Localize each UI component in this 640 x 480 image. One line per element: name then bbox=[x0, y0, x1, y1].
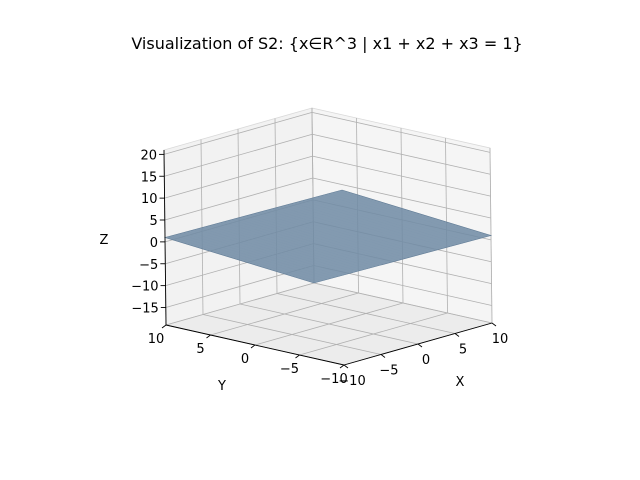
plane-mesh-line bbox=[284, 205, 434, 252]
chart-title: Visualization of S2: {x∈R^3 | x1 + x2 + … bbox=[131, 34, 522, 53]
z-tick-label: 5 bbox=[150, 214, 158, 229]
x-tick bbox=[417, 343, 423, 348]
plane-mesh-line bbox=[200, 227, 350, 274]
gridline-z-back bbox=[164, 155, 313, 199]
plane-mesh-line bbox=[266, 209, 416, 256]
plane-mesh-line bbox=[319, 195, 469, 242]
plane-mesh-line bbox=[187, 231, 337, 278]
z-axis-line bbox=[163, 149, 167, 326]
z-tick-label: 20 bbox=[141, 148, 158, 163]
axis-lines bbox=[159, 149, 497, 369]
plane-mesh-line bbox=[169, 236, 319, 283]
plane-mesh-line bbox=[302, 200, 452, 247]
x-tick bbox=[343, 364, 349, 369]
y-tick-label: −5 bbox=[280, 362, 299, 377]
y-tick bbox=[161, 324, 167, 329]
plane-mesh-line bbox=[328, 193, 478, 240]
plane-mesh-line bbox=[297, 201, 447, 248]
plane-mesh-line bbox=[226, 220, 377, 267]
plane-mesh-line bbox=[235, 218, 385, 265]
plane-mesh-line bbox=[324, 194, 474, 241]
x-tick-label: −5 bbox=[379, 364, 398, 379]
z-tick-label: 15 bbox=[141, 170, 158, 185]
y-axis-label: Y bbox=[217, 379, 226, 394]
y-tick bbox=[295, 354, 300, 359]
z-tick-label: −15 bbox=[131, 302, 158, 317]
z-tick-label: −10 bbox=[131, 280, 158, 295]
plane-mesh-line bbox=[275, 207, 425, 254]
plane-mesh-line bbox=[191, 230, 341, 277]
plane-mesh-line bbox=[178, 233, 328, 280]
x-tick bbox=[380, 354, 386, 358]
y-tick-label: 10 bbox=[148, 332, 165, 347]
plane-mesh-line bbox=[279, 206, 430, 253]
z-axis-label: Z bbox=[100, 233, 109, 248]
plane-mesh-line bbox=[218, 223, 368, 269]
x-tick-label: −10 bbox=[338, 374, 365, 389]
y-tick-label: 5 bbox=[196, 342, 204, 357]
gridline-x-back bbox=[237, 128, 241, 305]
gridline-x-back bbox=[200, 139, 204, 315]
plane-mesh-line bbox=[249, 214, 399, 261]
x-tick-label: 0 bbox=[422, 353, 430, 368]
x-tick-label: 5 bbox=[459, 343, 467, 358]
gridline-z-side bbox=[312, 133, 491, 175]
plane-mesh-line bbox=[315, 196, 465, 243]
plane-mesh-line bbox=[195, 228, 346, 275]
gridline-z-side bbox=[312, 177, 491, 219]
plane-mesh-line bbox=[182, 232, 332, 279]
plane-mesh-line bbox=[293, 202, 443, 249]
y-tick bbox=[206, 334, 211, 339]
tick-labels: −10 −5 0 5 10 −10 −5 0 5 10 −15 −10 −5 0 5 10 15 20 bbox=[131, 148, 508, 389]
gridline-y-floor bbox=[210, 292, 359, 336]
x-tick-label: 10 bbox=[492, 332, 509, 347]
plane-mesh-line bbox=[253, 213, 403, 260]
plane-mesh-line bbox=[222, 221, 372, 268]
gridline-y-floor bbox=[254, 302, 404, 346]
z-tick-label: 0 bbox=[150, 236, 158, 251]
gridline-z-side bbox=[311, 111, 491, 153]
gridline-z-back bbox=[163, 111, 313, 155]
plane-mesh-line bbox=[262, 211, 412, 258]
plane-mesh-line bbox=[231, 219, 381, 266]
gridline-z-back bbox=[164, 177, 313, 221]
plane-mesh-line bbox=[213, 224, 363, 271]
plane-mesh-line bbox=[257, 212, 407, 259]
z-tick-label: −5 bbox=[139, 258, 158, 273]
y-tick bbox=[339, 364, 345, 369]
gridline-y-floor bbox=[299, 312, 448, 356]
plane-surface bbox=[163, 189, 493, 284]
x-tick bbox=[454, 333, 460, 337]
plane-mesh-line bbox=[204, 226, 354, 273]
plane-mesh-line bbox=[310, 198, 461, 245]
gridline-z-side bbox=[312, 155, 491, 197]
plane-mesh-line bbox=[333, 192, 483, 239]
plane-mesh-line bbox=[337, 190, 487, 237]
y-tick-label: −10 bbox=[320, 372, 347, 387]
y-tick-label: 0 bbox=[241, 352, 249, 367]
plane-mesh-line bbox=[173, 234, 323, 281]
plane-mesh-line bbox=[244, 215, 394, 262]
z-tick-label: 10 bbox=[141, 192, 158, 207]
plane-mesh-line bbox=[209, 225, 359, 272]
gridline-z-back bbox=[164, 133, 313, 177]
plane-mesh-line bbox=[288, 204, 438, 250]
plane-mesh-line bbox=[240, 217, 390, 264]
plane-mesh-line bbox=[271, 208, 421, 255]
x-axis-label: X bbox=[456, 375, 465, 390]
plane-mesh-line bbox=[306, 199, 456, 246]
y-tick bbox=[250, 344, 256, 349]
gridline-y-floor bbox=[165, 282, 315, 326]
x-tick bbox=[491, 322, 497, 327]
